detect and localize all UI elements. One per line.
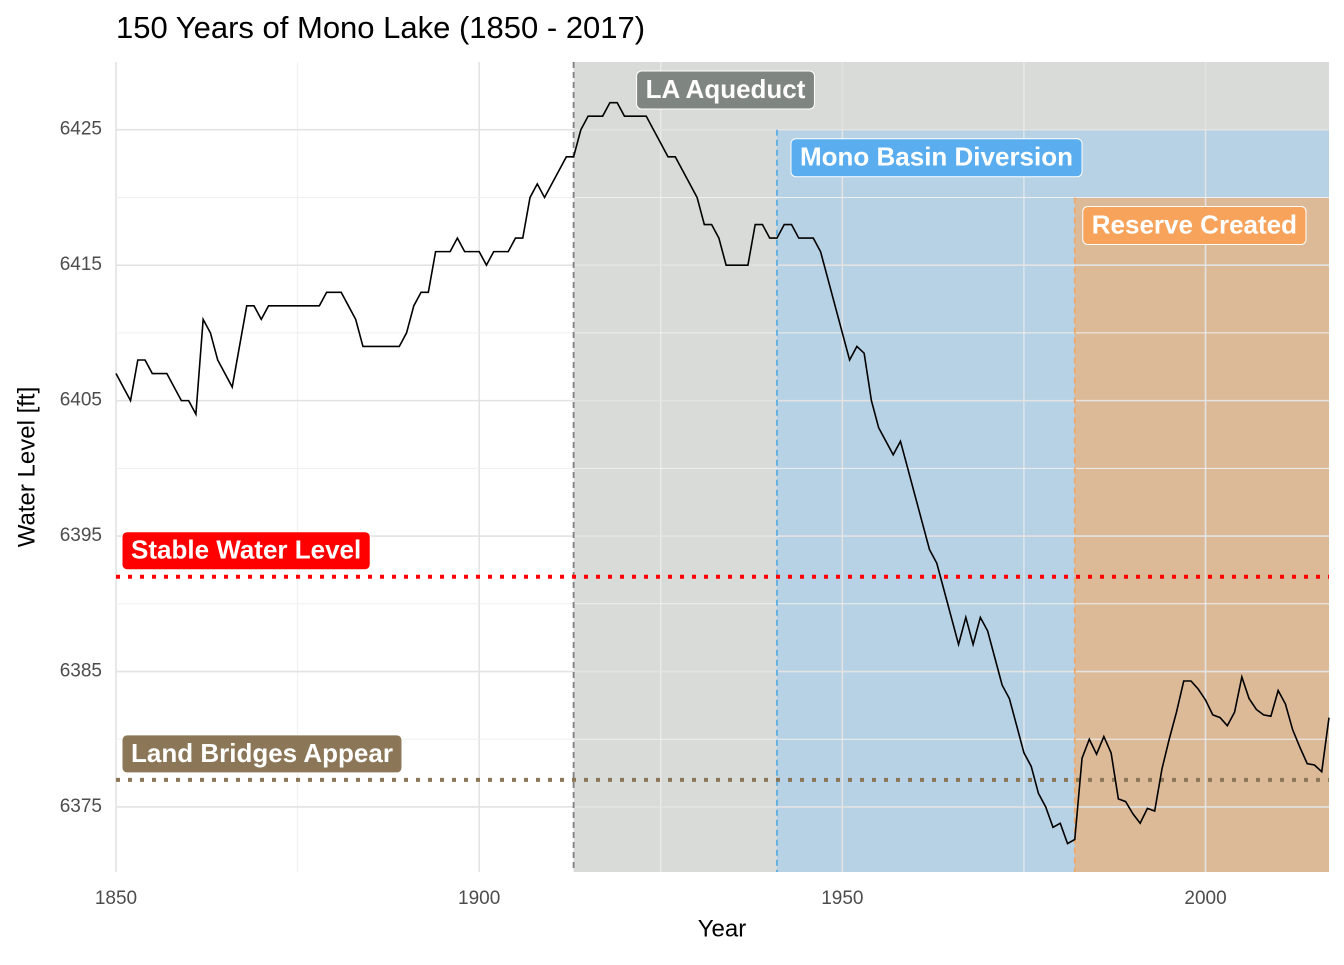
reference-label: Land Bridges Appear	[131, 738, 393, 768]
y-axis-title: Water Level [ft]	[13, 387, 40, 548]
x-tick-label: 1900	[458, 888, 500, 909]
y-tick-label: 6405	[60, 390, 102, 411]
chart-title: 150 Years of Mono Lake (1850 - 2017)	[116, 10, 645, 45]
reference-label-box	[121, 531, 371, 571]
y-tick-label: 6375	[60, 796, 102, 817]
y-tick-label: 6415	[60, 254, 102, 275]
x-tick-label: 2000	[1184, 888, 1226, 909]
x-tick-label: 1850	[95, 888, 137, 909]
x-tick-label: 1950	[821, 888, 863, 909]
y-tick-label: 6425	[60, 119, 102, 140]
reference-label: Stable Water Level	[131, 535, 361, 565]
y-tick-label: 6395	[60, 525, 102, 546]
region-label: Reserve Created	[1092, 209, 1297, 239]
y-tick-label: 6385	[60, 661, 102, 682]
region	[1074, 197, 1329, 872]
region-label-box	[1082, 205, 1307, 245]
region-label-box	[790, 138, 1083, 178]
region-label: Mono Basin Diversion	[800, 142, 1073, 172]
x-axis-title: Year	[698, 915, 747, 942]
region-label: LA Aqueduct	[646, 74, 806, 104]
region-label-box	[636, 70, 815, 110]
reference-label-box	[121, 734, 403, 774]
series-line	[115, 101, 1330, 845]
